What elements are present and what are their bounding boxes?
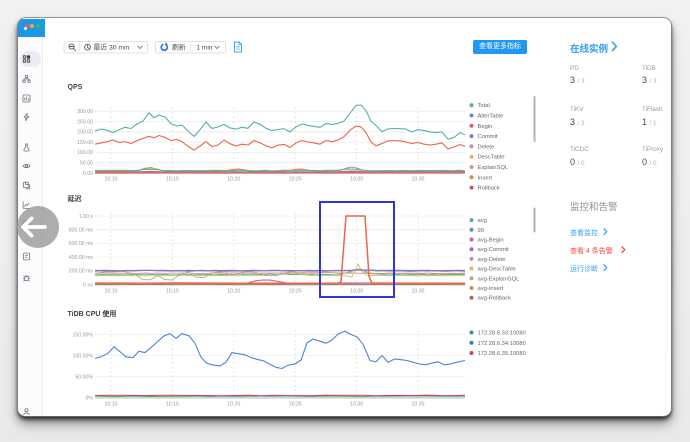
svg-text:avg-ExplainSQL: avg-ExplainSQL xyxy=(478,276,521,282)
svg-text:10:20: 10:20 xyxy=(227,288,240,294)
svg-text:avg-Commit: avg-Commit xyxy=(478,247,510,253)
svg-text:100.00: 100.00 xyxy=(77,150,93,156)
svg-text:avg-Rollback: avg-Rollback xyxy=(478,295,512,301)
svg-text:200.00 ms: 200.00 ms xyxy=(69,268,94,274)
svg-text:avg-Begin: avg-Begin xyxy=(478,237,504,243)
svg-text:avg-Insert: avg-Insert xyxy=(478,286,504,292)
svg-text:10:10: 10:10 xyxy=(105,176,118,182)
svg-text:Rollback: Rollback xyxy=(478,185,500,191)
svg-text:0 ns: 0 ns xyxy=(83,282,93,288)
svg-text:Begin: Begin xyxy=(478,123,493,129)
svg-text:ExplainSQL: ExplainSQL xyxy=(478,165,509,171)
svg-text:50.00%: 50.00% xyxy=(75,374,93,380)
svg-text:刷新: 刷新 xyxy=(172,42,186,51)
svg-text:10:25: 10:25 xyxy=(289,288,302,294)
svg-text:10:15: 10:15 xyxy=(166,401,179,407)
svg-text:150.00: 150.00 xyxy=(77,139,93,145)
svg-text:10:10: 10:10 xyxy=(105,288,118,294)
svg-text:10:10: 10:10 xyxy=(105,401,118,407)
svg-text:99: 99 xyxy=(478,227,484,233)
svg-text:10:20: 10:20 xyxy=(227,176,240,182)
svg-text:DescTable: DescTable xyxy=(478,154,505,160)
svg-text:10:30: 10:30 xyxy=(350,288,363,294)
svg-text:10:30: 10:30 xyxy=(350,401,363,407)
svg-text:avg: avg xyxy=(478,218,487,224)
svg-text:10:30: 10:30 xyxy=(350,176,363,182)
svg-text:800.00 ms: 800.00 ms xyxy=(69,227,94,233)
svg-text:100.00%: 100.00% xyxy=(73,353,94,359)
svg-text:1 min: 1 min xyxy=(197,44,213,51)
svg-text:10:15: 10:15 xyxy=(166,288,179,294)
svg-text:400.00 ms: 400.00 ms xyxy=(69,254,94,260)
svg-text:avg-DescTable: avg-DescTable xyxy=(478,266,516,272)
svg-text:300.00: 300.00 xyxy=(77,109,93,115)
svg-text:Commit: Commit xyxy=(478,134,498,140)
svg-text:Total: Total xyxy=(478,103,490,109)
svg-text:250.00: 250.00 xyxy=(77,119,93,125)
svg-text:50.00: 50.00 xyxy=(80,160,93,166)
svg-text:avg-Delete: avg-Delete xyxy=(478,256,506,262)
svg-text:10:25: 10:25 xyxy=(289,401,302,407)
svg-text:AlterTable: AlterTable xyxy=(478,113,504,119)
svg-text:0%: 0% xyxy=(86,395,94,401)
svg-text:10:35: 10:35 xyxy=(412,401,425,407)
svg-text:Delete: Delete xyxy=(478,144,495,150)
svg-text:10:25: 10:25 xyxy=(289,176,302,182)
svg-text:10:35: 10:35 xyxy=(412,176,425,182)
svg-text:172.28.6.34:10080: 172.28.6.34:10080 xyxy=(478,340,526,346)
svg-text:172.28.6.33:10080: 172.28.6.33:10080 xyxy=(478,330,526,336)
svg-text:Insert: Insert xyxy=(478,175,493,181)
svg-text:200.00: 200.00 xyxy=(77,129,93,135)
svg-text:600.00 ms: 600.00 ms xyxy=(69,241,94,247)
svg-text:10:15: 10:15 xyxy=(166,176,179,182)
svg-text:1.00 s: 1.00 s xyxy=(79,213,94,219)
svg-text:10:20: 10:20 xyxy=(227,401,240,407)
svg-text:150.00%: 150.00% xyxy=(73,332,94,338)
svg-text:172.28.6.35:10080: 172.28.6.35:10080 xyxy=(478,351,526,357)
svg-text:0.00: 0.00 xyxy=(83,170,93,176)
svg-text:10:35: 10:35 xyxy=(412,288,425,294)
svg-text:最近 30 min: 最近 30 min xyxy=(94,42,130,51)
